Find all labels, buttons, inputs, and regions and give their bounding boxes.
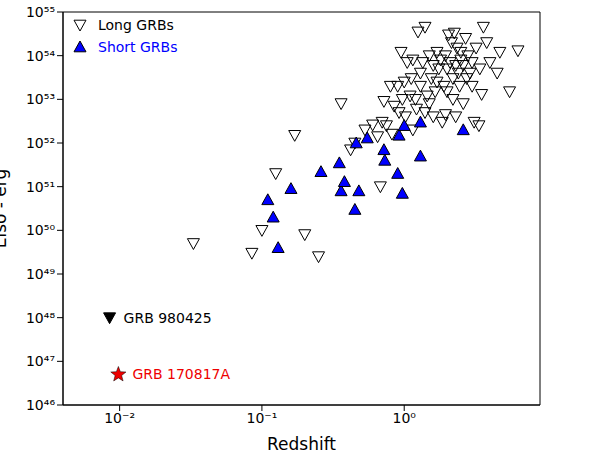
svg-text:10⁴⁸: 10⁴⁸: [26, 310, 55, 326]
svg-text:10⁵³: 10⁵³: [26, 91, 55, 107]
svg-text:GRB 170817A: GRB 170817A: [132, 366, 230, 382]
svg-text:10⁴⁶: 10⁴⁶: [26, 397, 55, 413]
html-text:Long GRBs: Long GRBs: [98, 17, 174, 33]
svg-text:10⁻¹: 10⁻¹: [247, 410, 278, 426]
svg-text:10⁰: 10⁰: [392, 410, 416, 426]
svg-text:10⁴⁹: 10⁴⁹: [26, 266, 55, 282]
html-text:Short GRBs: Short GRBs: [98, 39, 178, 55]
svg-text:10⁵²: 10⁵²: [26, 135, 55, 151]
svg-text:10⁴⁷: 10⁴⁷: [26, 353, 55, 369]
svg-text:10⁵¹: 10⁵¹: [26, 179, 55, 195]
svg-text:10⁻²: 10⁻²: [104, 410, 135, 426]
svg-text:10⁵⁵: 10⁵⁵: [26, 4, 55, 20]
svg-text:Redshift: Redshift: [267, 434, 336, 450]
svg-text:GRB 980425: GRB 980425: [124, 310, 212, 326]
svg-text:10⁵⁴: 10⁵⁴: [26, 48, 55, 64]
svg-text:10⁵⁰: 10⁵⁰: [26, 222, 55, 238]
svg-text:Eiso - erg: Eiso - erg: [8, 169, 10, 249]
